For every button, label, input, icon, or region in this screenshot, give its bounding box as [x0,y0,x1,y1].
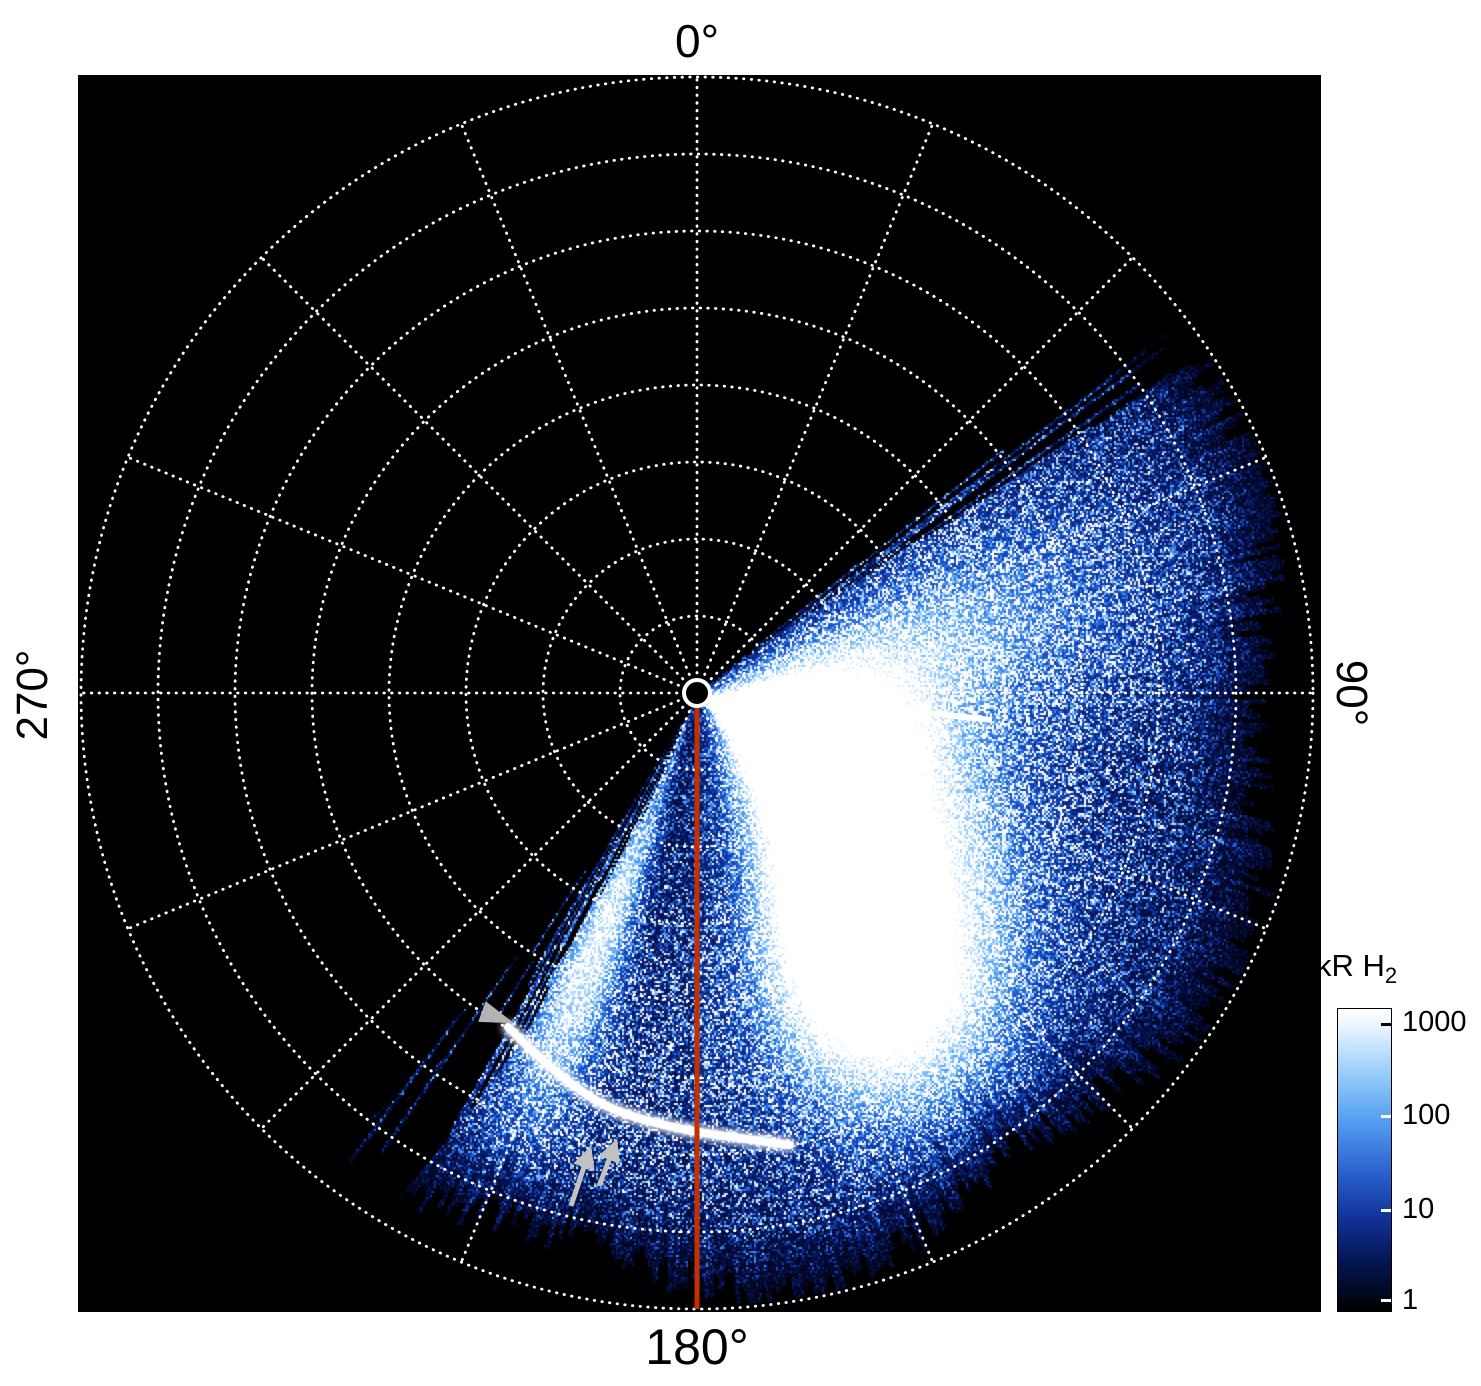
grid-spoke [709,705,1134,1130]
grid-spoke [714,699,1268,931]
colorbar-title: kR H2 [1316,948,1397,989]
gray-arrowhead-annotation [478,1001,514,1024]
grid-spoke [126,455,680,687]
grid-spoke [260,256,685,681]
grid-spoke [714,455,1268,687]
axis-label-180: 180° [645,1319,749,1375]
grid-annotation-overlay [79,75,1315,1311]
grid-spoke [459,122,691,676]
colorbar-tick-label: 100 [1402,1098,1451,1131]
grid-spoke [459,710,691,1264]
center-marker [682,678,712,708]
white-arrow-annotation [903,700,993,727]
grid-spoke [260,705,685,1130]
colorbar-tick-mark [1381,1115,1391,1119]
polar-plot-area [78,75,1321,1312]
colorbar [1337,1008,1392,1312]
grid-ring [310,306,1084,1080]
colorbar-tick-mark [1381,1023,1391,1027]
grid-spoke [126,699,680,931]
grid-spoke [703,122,935,676]
colorbar-title-sub: 2 [1384,963,1398,989]
grid-spoke [703,710,935,1264]
gray-arrow-annotation [568,1145,595,1207]
axis-label-0: 0° [675,15,719,67]
grid-ring [79,75,1315,1311]
grid-ring [541,537,853,849]
colorbar-tick-label: 1000 [1402,1006,1467,1039]
colorbar-title-main: kR H [1316,948,1385,983]
grid-spoke [709,256,1134,681]
colorbar-tick-label: 10 [1402,1193,1435,1226]
colorbar-tick-mark [1381,1299,1391,1303]
colorbar-tick-mark [1381,1208,1391,1212]
axis-label-270: 270° [8,649,57,741]
colorbar-tick-label: 1 [1402,1284,1419,1317]
gray-arrow-annotation [596,1138,620,1187]
grid-ring [387,383,1007,1003]
grid-ring [618,614,776,772]
axis-label-90: 90° [1327,659,1376,727]
